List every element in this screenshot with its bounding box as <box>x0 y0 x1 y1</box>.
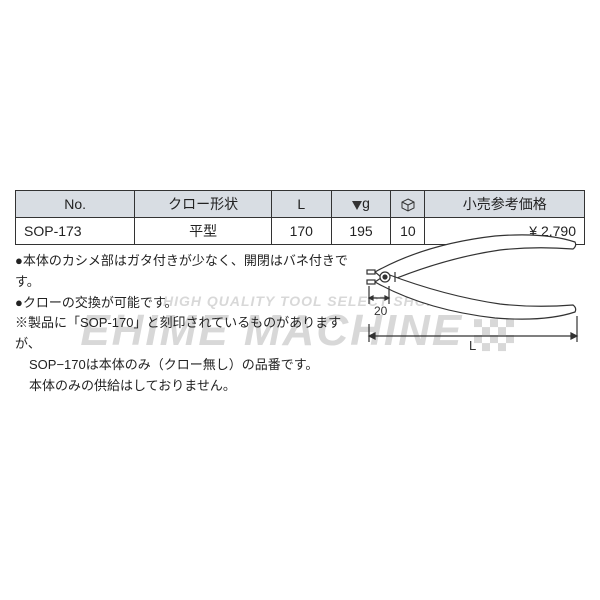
product-notes: ●本体のカシメ部はガタ付きが少なく、開閉はバネ付きです。 ●クローの交換が可能で… <box>15 251 357 397</box>
note-line-2: ●クローの交換が可能です。 <box>15 293 357 314</box>
triangle-down-icon <box>352 197 362 213</box>
col-weight: g <box>331 191 391 218</box>
col-weight-label: g <box>362 195 370 211</box>
col-price: 小売参考価格 <box>425 191 585 218</box>
cell-no: SOP-173 <box>16 218 135 245</box>
spec-content: No. クロー形状 L g <box>15 190 585 397</box>
col-no: No. <box>16 191 135 218</box>
note-line-3: ※製品に「SOP-170」と刻印されているものがありますが、 <box>15 313 357 355</box>
col-box <box>391 191 425 218</box>
dim-L-label: L <box>469 338 476 353</box>
table-header-row: No. クロー形状 L g <box>16 191 585 218</box>
note-line-5: 本体のみの供給はしておりません。 <box>15 376 357 397</box>
col-length: L <box>271 191 331 218</box>
dim-20-label: 20 <box>374 304 388 318</box>
note-line-4: SOP−170は本体のみ（クロー無し）の品番です。 <box>15 355 357 376</box>
cell-claw: 平型 <box>135 218 271 245</box>
note-line-1: ●本体のカシメ部はガタ付きが少なく、開閉はバネ付きです。 <box>15 251 357 293</box>
cell-length: 170 <box>271 218 331 245</box>
col-claw: クロー形状 <box>135 191 271 218</box>
box-icon <box>401 198 415 212</box>
pliers-diagram: 20 L <box>365 224 585 354</box>
